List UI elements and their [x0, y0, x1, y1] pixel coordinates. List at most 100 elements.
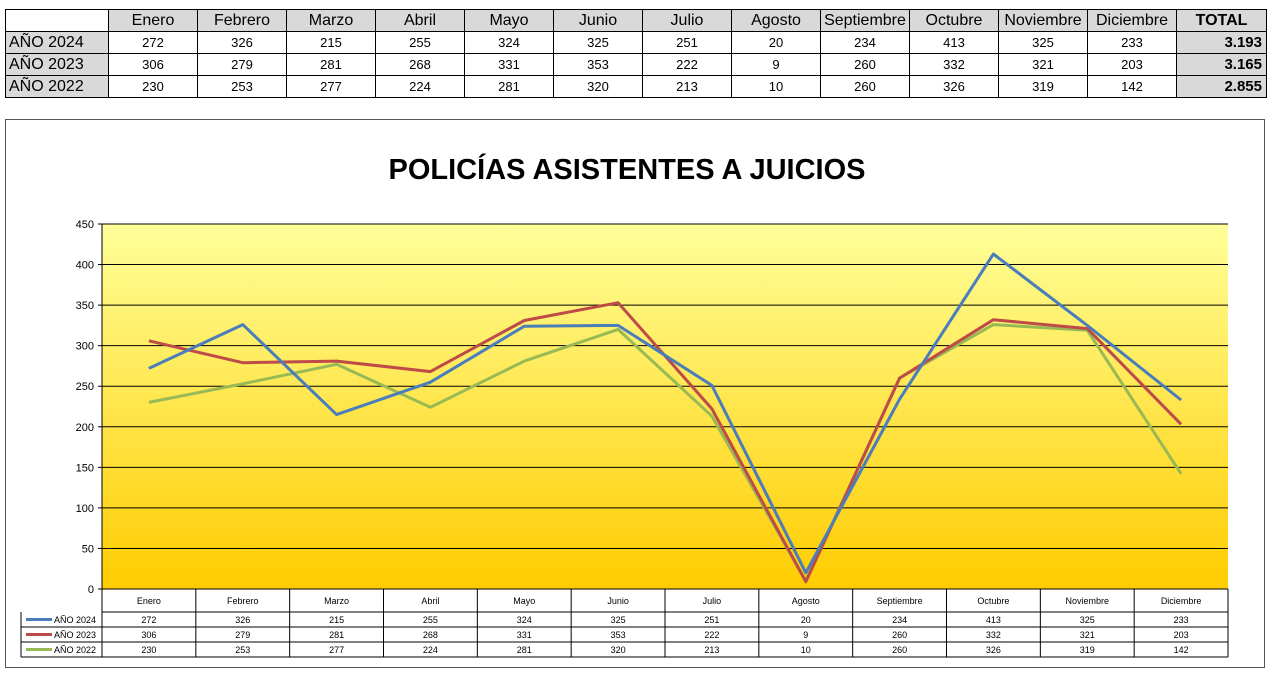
table-cell: 325: [553, 31, 643, 54]
y-tick-label: 150: [76, 462, 94, 474]
table-cell: 413: [909, 31, 999, 54]
data-table-value: 224: [423, 645, 438, 655]
x-category-label: Julio: [703, 596, 722, 606]
table-cell: 272: [108, 31, 198, 54]
table-cell: 20: [731, 31, 821, 54]
table-cell: 281: [286, 53, 376, 76]
data-table-value: 253: [235, 645, 250, 655]
table-cell: 325: [998, 31, 1088, 54]
summary-header-row: Enero Febrero Marzo Abril Mayo Junio Jul…: [5, 9, 1267, 32]
y-tick-label: 350: [76, 300, 94, 312]
table-cell: 203: [1087, 53, 1177, 76]
table-cell: 279: [197, 53, 287, 76]
table-cell: 10: [731, 75, 821, 98]
table-cell: 326: [909, 75, 999, 98]
summary-row: AÑO 2024 272 326 215 255 324 325 251 20 234 413 325…: [5, 31, 1267, 54]
table-cell: 255: [375, 31, 465, 54]
table-cell: 213: [642, 75, 732, 98]
table-cell: 277: [286, 75, 376, 98]
y-tick-label: 300: [76, 341, 94, 353]
table-cell: 251: [642, 31, 732, 54]
data-table-value: 230: [141, 645, 156, 655]
x-category-label: Noviembre: [1065, 596, 1109, 606]
table-cell: 222: [642, 53, 732, 76]
line-chart: POLICÍAS ASISTENTES A JUICIOS 0 50 100 150 2…: [20, 152, 1229, 658]
data-table-value: 413: [986, 615, 1001, 625]
data-table-value: 320: [611, 645, 626, 655]
header-month: Marzo: [286, 9, 376, 32]
data-table-value: 281: [329, 630, 344, 640]
data-table-value: 233: [1174, 615, 1189, 625]
table-cell: 234: [820, 31, 910, 54]
data-table-value: 321: [1080, 630, 1095, 640]
x-category-label: Septiembre: [877, 596, 923, 606]
table-cell: 233: [1087, 31, 1177, 54]
x-category-label: Diciembre: [1161, 596, 1202, 606]
y-tick-label: 100: [76, 503, 94, 515]
table-cell: 260: [820, 75, 910, 98]
y-tick-label: 250: [76, 381, 94, 393]
data-table-value: 353: [611, 630, 626, 640]
y-tick-label: 400: [76, 260, 94, 272]
plot-background: [102, 224, 1228, 589]
table-cell: 306: [108, 53, 198, 76]
header-month: Junio: [553, 9, 643, 32]
x-category-label: Junio: [607, 596, 629, 606]
data-table-value: 281: [517, 645, 532, 655]
table-cell: 260: [820, 53, 910, 76]
header-month: Diciembre: [1087, 9, 1177, 32]
data-table-value: 222: [704, 630, 719, 640]
data-table-value: 9: [803, 630, 808, 640]
table-cell: 268: [375, 53, 465, 76]
header-month: Noviembre: [998, 9, 1088, 32]
data-table-value: 215: [329, 615, 344, 625]
table-cell: 9: [731, 53, 821, 76]
header-month: Agosto: [731, 9, 821, 32]
header-corner: [5, 9, 109, 32]
header-month: Abril: [375, 9, 465, 32]
y-tick-label: 450: [76, 219, 94, 231]
table-cell: 253: [197, 75, 287, 98]
chart-area: POLICÍAS ASISTENTES A JUICIOS 0 50 100 150 2…: [5, 119, 1265, 668]
data-table-value: 142: [1174, 645, 1189, 655]
chart-title: POLICÍAS ASISTENTES A JUICIOS: [389, 152, 866, 186]
x-category-label: Enero: [137, 596, 161, 606]
legend-label: AÑO 2024: [54, 615, 96, 625]
series-line: [148, 323, 1183, 583]
x-category-label: Marzo: [324, 596, 349, 606]
summary-row: AÑO 2022 230 253 277 224 281 320 213 10 260 326 319…: [5, 75, 1267, 98]
table-cell: 281: [464, 75, 554, 98]
y-tick-label: 200: [76, 422, 94, 434]
table-cell: 142: [1087, 75, 1177, 98]
data-table-value: 325: [1080, 615, 1095, 625]
x-category-label: Abril: [421, 596, 439, 606]
table-cell: 320: [553, 75, 643, 98]
header-total: TOTAL: [1176, 9, 1267, 32]
data-table-value: 10: [801, 645, 811, 655]
table-cell: 326: [197, 31, 287, 54]
data-table-value: 324: [517, 615, 532, 625]
data-table-value: 279: [235, 630, 250, 640]
data-table-value: 234: [892, 615, 907, 625]
table-cell: 332: [909, 53, 999, 76]
x-category-label: Mayo: [513, 596, 535, 606]
row-total: 3.165: [1176, 53, 1267, 76]
data-table-value: 306: [141, 630, 156, 640]
data-table-value: 272: [141, 615, 156, 625]
table-cell: 319: [998, 75, 1088, 98]
data-table-value: 255: [423, 615, 438, 625]
data-table-value: 251: [704, 615, 719, 625]
data-table-value: 319: [1080, 645, 1095, 655]
header-month: Mayo: [464, 9, 554, 32]
table-cell: 215: [286, 31, 376, 54]
row-year-label: AÑO 2023: [5, 53, 109, 76]
header-month: Septiembre: [820, 9, 910, 32]
header-month: Enero: [108, 9, 198, 32]
table-cell: 321: [998, 53, 1088, 76]
summary-row: AÑO 2023 306 279 281 268 331 353 222 9 260 332 321 2…: [5, 53, 1267, 76]
x-category-label: Agosto: [792, 596, 820, 606]
header-month: Octubre: [909, 9, 999, 32]
data-table-value: 325: [611, 615, 626, 625]
data-table-value: 20: [801, 615, 811, 625]
data-table-value: 331: [517, 630, 532, 640]
